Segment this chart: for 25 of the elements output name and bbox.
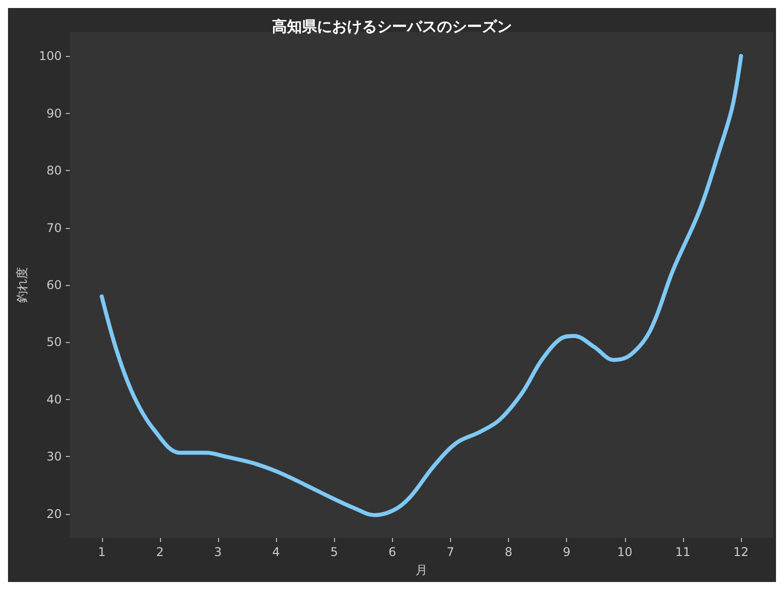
x-axis-title: 月 (415, 563, 428, 577)
x-tick-label: 8 (504, 545, 512, 559)
y-tick-label: 100 (38, 49, 62, 64)
x-tick-label: 2 (156, 545, 164, 559)
chart-title: 高知県におけるシーバスのシーズン (272, 18, 512, 36)
y-tick-label: 40 (46, 392, 62, 406)
y-axis-title: 釣れ度 (15, 267, 29, 303)
x-tick-label: 12 (733, 545, 749, 559)
x-tick-label: 6 (388, 545, 396, 559)
y-tick-label: 80 (46, 164, 62, 178)
x-tick-label: 3 (214, 545, 222, 559)
y-tick-label: 50 (46, 335, 62, 350)
x-tick-label: 1 (98, 545, 106, 559)
x-tick-label: 7 (446, 545, 454, 559)
x-tick-label: 10 (617, 545, 632, 559)
y-tick-label: 70 (46, 220, 62, 235)
x-tick-label: 4 (272, 545, 280, 559)
x-tick-label: 9 (562, 545, 571, 559)
line-series (100, 54, 744, 518)
y-tick-label: 60 (46, 278, 62, 292)
x-tick-label: 11 (675, 545, 691, 559)
y-tick-label: 90 (46, 106, 62, 120)
x-tick-label: 5 (330, 545, 338, 559)
y-tick-label: 20 (46, 506, 62, 521)
y-tick-label: 30 (46, 450, 62, 464)
